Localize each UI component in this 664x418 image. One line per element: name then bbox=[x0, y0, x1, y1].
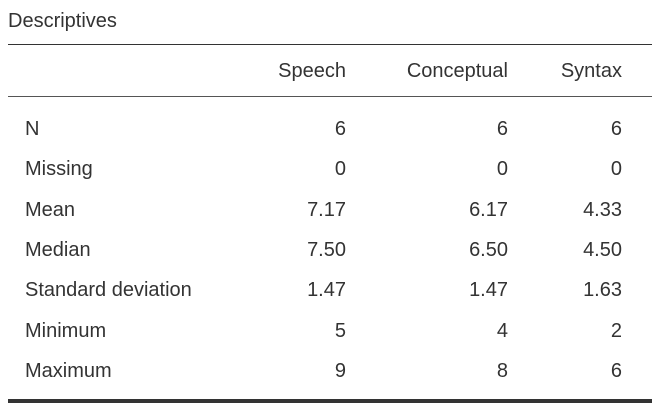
row-label: Median bbox=[25, 238, 91, 261]
cell: 9 bbox=[334, 359, 346, 382]
header-rule bbox=[8, 96, 652, 97]
cell: 0 bbox=[610, 158, 622, 181]
cell: 6 bbox=[334, 118, 346, 140]
cell: 5 bbox=[334, 319, 346, 342]
cell: 4.33 bbox=[583, 198, 622, 221]
cell: 1.47 bbox=[469, 279, 508, 302]
cell: 4.50 bbox=[583, 238, 622, 261]
cell: 6.50 bbox=[469, 238, 508, 261]
cell: 4 bbox=[496, 319, 508, 342]
row-label: Maximum bbox=[25, 359, 112, 382]
cell: 0 bbox=[496, 158, 508, 181]
cell: 2 bbox=[610, 319, 622, 342]
row-label: Standard deviation bbox=[25, 279, 192, 302]
cell: 6 bbox=[610, 359, 622, 382]
cell: 1.47 bbox=[307, 279, 346, 302]
cell: 0 bbox=[334, 158, 346, 181]
column-header: Syntax bbox=[560, 60, 622, 82]
cell: 6.17 bbox=[469, 198, 508, 221]
column-header: Conceptual bbox=[406, 60, 508, 82]
cell: 7.17 bbox=[307, 198, 346, 221]
row-label: Minimum bbox=[25, 319, 107, 342]
bottom-rule bbox=[8, 399, 652, 403]
row-label: Mean bbox=[25, 198, 76, 221]
row-label: Missing bbox=[25, 158, 93, 181]
cell: 6 bbox=[610, 118, 622, 140]
row-label: N bbox=[25, 118, 40, 140]
column-header: Speech bbox=[278, 60, 346, 82]
table-title: Descriptives bbox=[8, 10, 117, 32]
top-rule bbox=[8, 44, 652, 45]
cell: 6 bbox=[496, 118, 508, 140]
cell: 8 bbox=[496, 359, 508, 382]
cell: 1.63 bbox=[583, 279, 622, 302]
cell: 7.50 bbox=[307, 238, 346, 261]
